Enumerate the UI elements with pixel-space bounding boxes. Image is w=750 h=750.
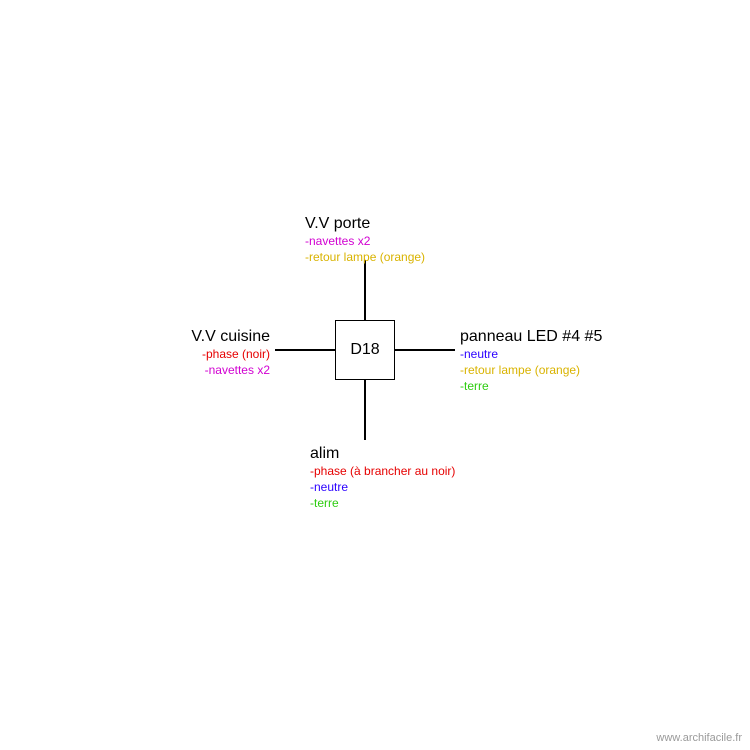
junction-box: D18 bbox=[335, 320, 395, 380]
branch-left-title: V.V cuisine bbox=[191, 328, 270, 346]
branch-top-title: V.V porte bbox=[305, 215, 425, 233]
branch-top: V.V porte -navettes x2 -retour lampe (or… bbox=[305, 215, 425, 265]
junction-label: D18 bbox=[350, 341, 379, 359]
branch-right-title: panneau LED #4 #5 bbox=[460, 328, 602, 346]
wire-bottom bbox=[364, 380, 366, 440]
watermark: www.archifacile.fr bbox=[656, 732, 742, 744]
branch-right: panneau LED #4 #5 -neutre -retour lampe … bbox=[460, 328, 602, 395]
wire-right bbox=[395, 349, 455, 351]
branch-right-line: -retour lampe (orange) bbox=[460, 362, 602, 378]
branch-right-line: -terre bbox=[460, 378, 602, 394]
branch-top-line: -retour lampe (orange) bbox=[305, 249, 425, 265]
diagram-stage: D18 V.V porte -navettes x2 -retour lampe… bbox=[0, 0, 750, 750]
branch-bottom-line: -neutre bbox=[310, 479, 455, 495]
branch-right-line: -neutre bbox=[460, 346, 602, 362]
branch-left-line: -navettes x2 bbox=[191, 362, 270, 378]
branch-bottom-line: -terre bbox=[310, 495, 455, 511]
branch-left-line: -phase (noir) bbox=[191, 346, 270, 362]
branch-bottom-line: -phase (à brancher au noir) bbox=[310, 463, 455, 479]
branch-top-line: -navettes x2 bbox=[305, 233, 425, 249]
branch-bottom: alim -phase (à brancher au noir) -neutre… bbox=[310, 445, 455, 512]
wire-top bbox=[364, 260, 366, 320]
branch-bottom-title: alim bbox=[310, 445, 455, 463]
branch-left: V.V cuisine -phase (noir) -navettes x2 bbox=[191, 328, 270, 378]
wire-left bbox=[275, 349, 335, 351]
